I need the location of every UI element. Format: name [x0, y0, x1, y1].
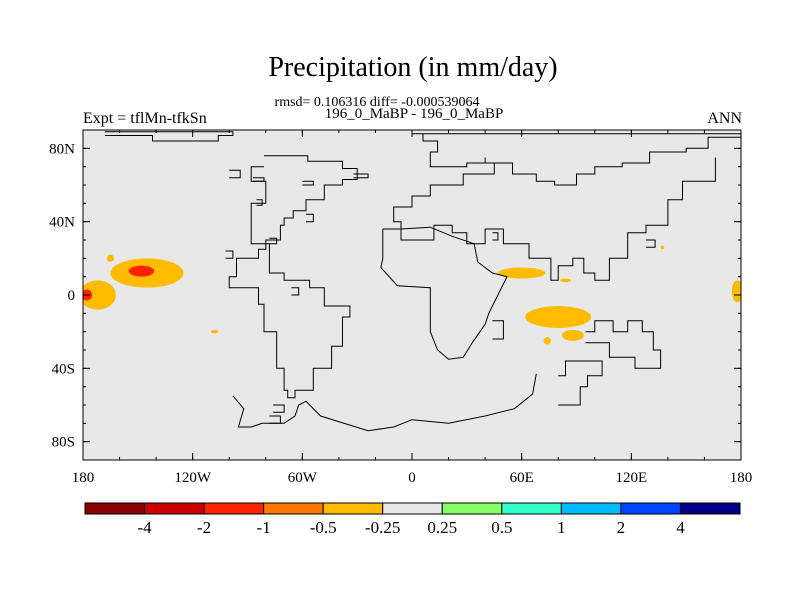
- anomaly-region: [667, 315, 705, 327]
- x-tick-label: 180: [730, 470, 753, 486]
- coastline: [393, 157, 716, 281]
- colorbar-label: -4: [137, 518, 152, 537]
- stats-line: rmsd= 0.106316 diff= -0.000539064: [274, 95, 480, 110]
- colorbar-box: [322, 502, 384, 515]
- colorbar-label: 0.5: [491, 518, 512, 537]
- colorbar-box: [560, 502, 622, 515]
- y-tick-label: 80N: [49, 141, 75, 157]
- coastline: [269, 415, 281, 424]
- chart-subtitle: 196_0_MaBP - 196_0_MaBP: [324, 106, 504, 122]
- coastline: [306, 213, 314, 223]
- colorbar-label: 0.25: [427, 518, 457, 537]
- colorbar-label: -0.5: [310, 518, 337, 537]
- coastline: [302, 180, 314, 186]
- colorbar-label: 4: [676, 518, 685, 537]
- colorbar-box: [679, 502, 741, 515]
- coastline: [380, 226, 508, 360]
- coastline: [232, 373, 537, 432]
- y-tick-label: 0: [68, 288, 76, 304]
- colorbar-label: 1: [557, 518, 566, 537]
- coastline: [646, 239, 656, 248]
- x-tick-label: 60E: [510, 470, 534, 486]
- x-tick-label: 0: [408, 470, 416, 486]
- anomaly-region: [83, 280, 116, 310]
- coastline: [492, 232, 499, 241]
- colorbar-box: [203, 502, 265, 515]
- colorbar-box: [144, 502, 205, 515]
- coastline: [273, 404, 285, 413]
- colorbar-label: -2: [197, 518, 211, 537]
- coastline: [228, 155, 358, 399]
- anomaly-region: [731, 280, 741, 303]
- anomaly-region: [210, 329, 219, 334]
- coastline: [256, 199, 263, 206]
- anomaly-region: [543, 337, 551, 345]
- colorbar-box: [501, 502, 562, 515]
- y-tick-label: 40S: [52, 361, 75, 377]
- experiment-label: Expt = tflMn-tfkSn: [83, 110, 207, 127]
- coastline: [269, 237, 278, 245]
- anomaly-region: [525, 306, 592, 328]
- colorbar-box: [441, 502, 503, 515]
- anomaly-region: [693, 265, 734, 281]
- coastline: [229, 169, 241, 179]
- coastline: [225, 250, 234, 259]
- coastline: [558, 360, 603, 406]
- coastline: [492, 320, 504, 340]
- anomaly-region: [150, 289, 217, 301]
- anomaly-region: [561, 329, 584, 341]
- chart-title: Precipitation (in mm/day): [268, 52, 558, 83]
- anomaly-region: [560, 278, 572, 283]
- colorbar-box: [382, 502, 443, 515]
- colorbar-label: 2: [617, 518, 626, 537]
- anomaly-region: [660, 245, 665, 250]
- y-tick-label: 80S: [52, 435, 75, 451]
- y-tick-label: 40N: [49, 215, 75, 231]
- colorbar-box: [84, 502, 146, 515]
- coastline: [291, 287, 300, 296]
- anomaly-region: [631, 307, 668, 319]
- anomaly-region: [128, 265, 155, 277]
- colorbar-box: [620, 502, 681, 515]
- season-label: ANN: [707, 110, 742, 127]
- colorbar-box: [263, 502, 324, 515]
- colorbar-label: -0.25: [365, 518, 400, 537]
- x-tick-label: 60W: [288, 470, 318, 486]
- coastline: [104, 131, 234, 142]
- x-tick-label: 120E: [615, 470, 647, 486]
- anomaly-region: [106, 254, 115, 262]
- coastline: [585, 320, 662, 369]
- anomaly-region: [497, 267, 546, 279]
- colorbar-label: -1: [257, 518, 271, 537]
- x-tick-label: 180: [72, 470, 95, 486]
- x-tick-label: 120W: [174, 470, 212, 486]
- anomaly-region: [644, 273, 652, 281]
- coastline: [412, 133, 741, 186]
- coastline: [253, 177, 265, 182]
- coastline: [353, 173, 369, 179]
